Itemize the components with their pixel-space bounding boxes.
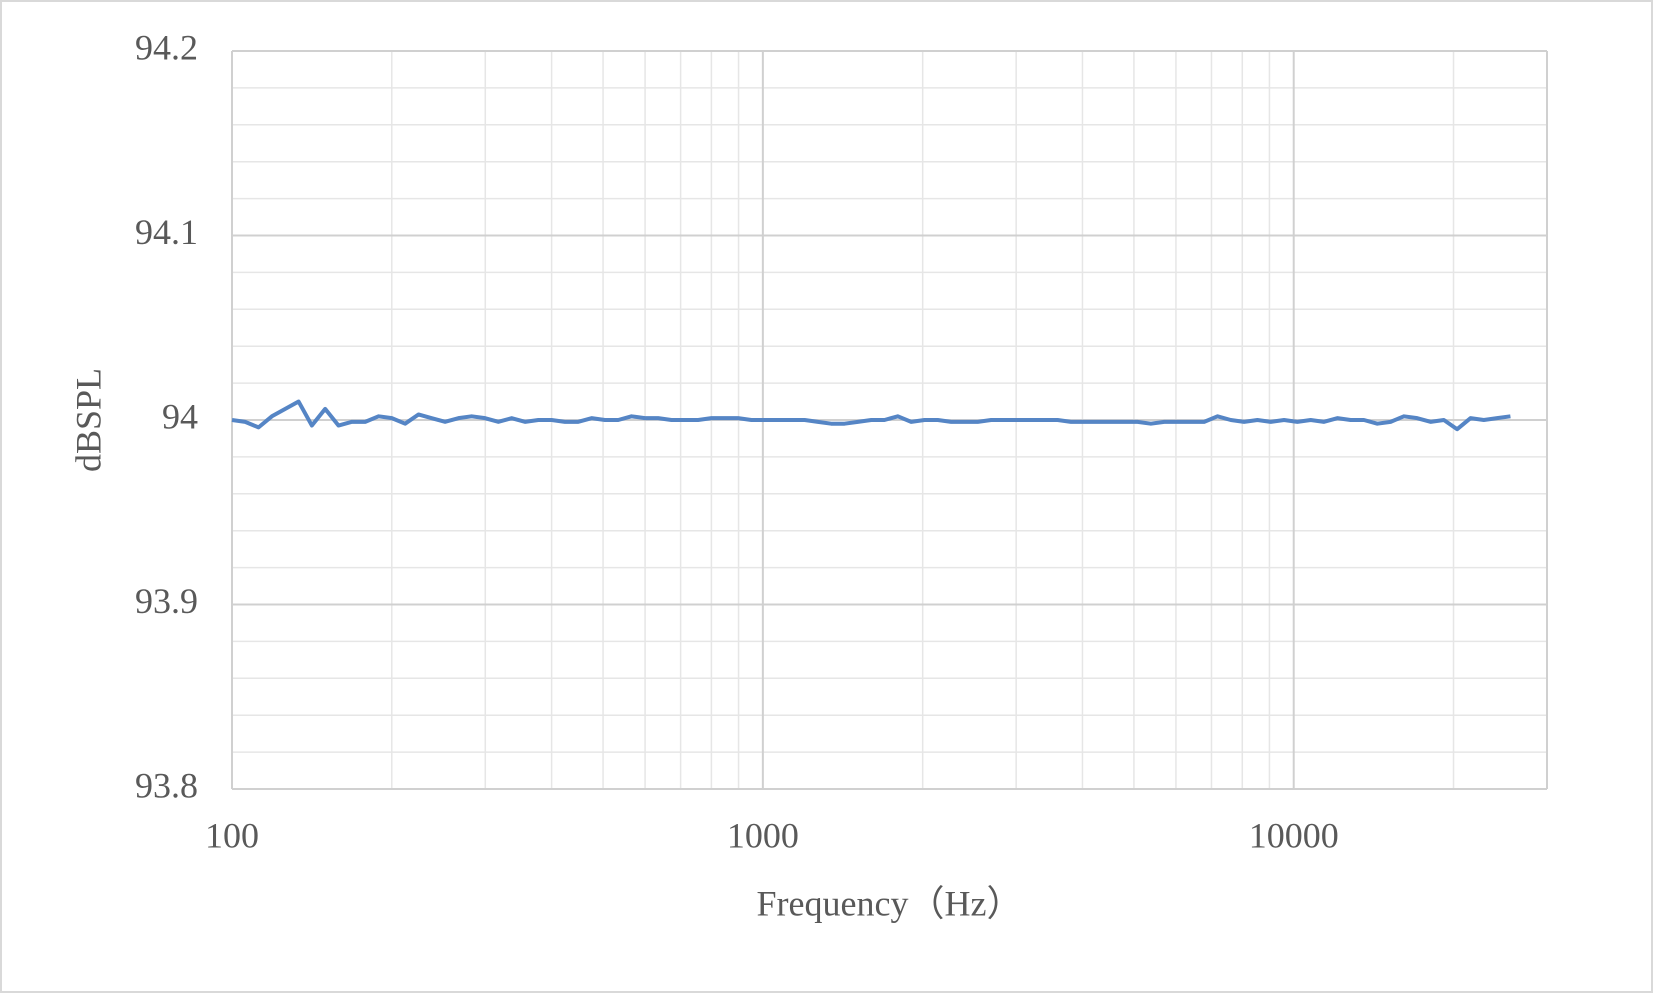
- y-tick-label: 93.9: [135, 581, 198, 621]
- y-tick-label: 94: [162, 396, 198, 436]
- x-tick-label: 100: [205, 815, 259, 855]
- x-tick-label: 10000: [1249, 815, 1339, 855]
- plot: [231, 399, 1511, 432]
- x-tick-label: 1000: [727, 815, 799, 855]
- y-tick-label: 94.2: [135, 27, 198, 67]
- y-axis-label: dBSPL: [68, 368, 108, 472]
- x-axis-label: Frequency（Hz）: [757, 883, 1023, 923]
- data-line: [231, 399, 1511, 432]
- y-tick-label: 94.1: [135, 212, 198, 252]
- y-tick-label: 93.8: [135, 765, 198, 805]
